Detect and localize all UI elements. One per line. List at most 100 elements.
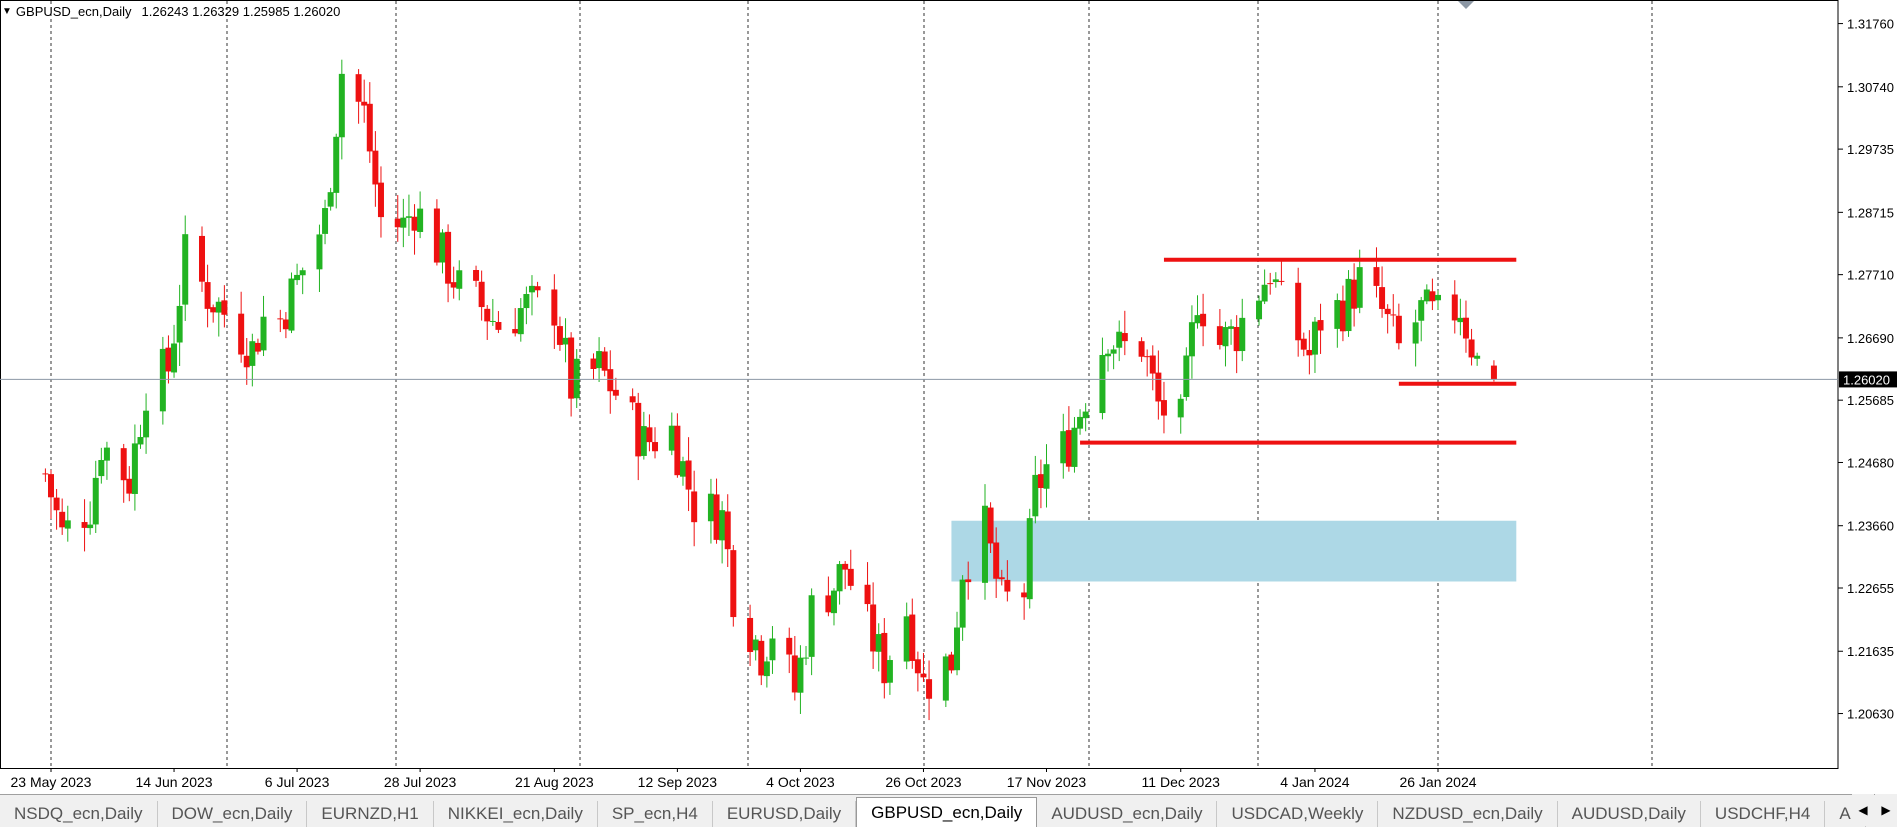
bull-candle: [64, 520, 71, 529]
bear-candle: [1490, 365, 1497, 380]
bear-candle: [724, 511, 731, 550]
bear-candle: [1155, 372, 1162, 402]
bear-candle: [758, 640, 765, 676]
date-label: 12 Sep 2023: [638, 774, 718, 790]
bear-candle: [372, 150, 379, 185]
bull-candle: [1077, 416, 1084, 429]
chart-tab[interactable]: NIKKEI_ecn,Daily: [434, 801, 598, 827]
shift-marker-icon[interactable]: [1458, 1, 1474, 9]
chart-tab[interactable]: GBPUSD_ecn,Daily: [856, 797, 1038, 827]
current-price-label: 1.26020: [1843, 372, 1890, 387]
bear-candle: [730, 550, 737, 618]
bear-candle: [355, 74, 362, 102]
bull-candle: [1099, 354, 1106, 414]
bull-candle: [523, 294, 530, 309]
bull-candle: [1043, 464, 1050, 489]
chart-tab[interactable]: NZDUSD_ecn,Daily: [1378, 801, 1558, 827]
chart-area[interactable]: 1.31760 1.30740 1.29735 1.28715 1.27710 1.266…: [0, 0, 1897, 794]
bull-candle: [260, 316, 267, 351]
bull-candle: [830, 590, 837, 614]
bear-candle: [1216, 326, 1223, 345]
current-price-tag: [1839, 371, 1897, 388]
bull-candle: [573, 358, 580, 399]
bear-candle: [1384, 308, 1391, 315]
bear-candle: [484, 308, 491, 322]
date-label: 4 Oct 2023: [766, 774, 835, 790]
bear-candle: [914, 659, 921, 674]
bull-candle: [1060, 431, 1067, 464]
chevron-right-icon[interactable]: ▶: [1875, 794, 1897, 826]
chart-tab[interactable]: AUDUSD_ecn,Daily: [1037, 801, 1218, 827]
bull-candle: [836, 564, 843, 592]
bull-candle: [1222, 327, 1229, 347]
bear-candle: [1306, 349, 1313, 356]
bull-candle: [1082, 411, 1089, 419]
chart-frame: [0, 0, 1839, 769]
date-label: 6 Jul 2023: [265, 774, 330, 790]
bear-candle: [1138, 341, 1145, 357]
bear-candle: [825, 595, 832, 613]
bear-candle: [1233, 326, 1240, 352]
bull-candle: [803, 657, 810, 659]
price-chart[interactable]: 1.31760 1.30740 1.29735 1.28715 1.27710 1.266…: [0, 0, 1897, 794]
bull-candle: [1261, 284, 1268, 302]
bear-candle: [1267, 283, 1274, 285]
bear-candle: [864, 584, 871, 605]
bear-candle: [282, 319, 289, 330]
bull-candle: [215, 301, 222, 313]
bear-candle: [199, 235, 206, 282]
date-label: 17 Nov 2023: [1007, 774, 1087, 790]
bear-candle: [1149, 355, 1156, 374]
chart-tab[interactable]: EURUSD,Daily: [713, 801, 857, 827]
bull-candle: [182, 234, 189, 305]
bear-candle: [445, 231, 452, 284]
bull-candle: [456, 270, 463, 289]
bear-candle: [243, 355, 250, 368]
chart-tab[interactable]: EURNZD,H1: [307, 801, 434, 827]
bear-candle: [1339, 300, 1346, 332]
bear-candle: [1037, 474, 1044, 488]
bull-candle: [1032, 474, 1039, 517]
date-label: 11 Dec 2023: [1142, 774, 1221, 790]
bull-candle: [719, 510, 726, 541]
bear-candle: [1451, 294, 1458, 321]
demand-zone[interactable]: [951, 520, 1517, 582]
bull-candle: [1334, 300, 1341, 329]
chart-tab[interactable]: USDCAD,Weekly: [1217, 801, 1379, 827]
bull-candle: [517, 308, 524, 335]
price-label: 1.27710: [1847, 268, 1894, 283]
bull-candle: [137, 437, 144, 445]
chart-tab[interactable]: USDCHF,H4: [1701, 801, 1826, 827]
chart-tab[interactable]: AUDUSD,Daily: [1558, 801, 1701, 827]
chevron-left-icon[interactable]: ◀: [1852, 794, 1874, 826]
bull-candle: [1256, 300, 1263, 320]
bull-candle: [159, 348, 166, 412]
bear-candle: [1395, 315, 1402, 344]
price-label: 1.28715: [1847, 205, 1894, 220]
bull-candle: [903, 616, 910, 662]
chart-info-bar: ▼ GBPUSD_ecn,Daily 1.26243 1.26329 1.259…: [2, 4, 340, 19]
bear-candle: [926, 679, 933, 699]
bull-candle: [886, 660, 893, 683]
bear-candle: [993, 542, 1000, 579]
bear-candle: [254, 342, 261, 352]
bull-candle: [316, 234, 323, 270]
bear-candle: [629, 396, 636, 403]
price-label: 1.22655: [1847, 581, 1894, 596]
bull-candle: [1071, 427, 1078, 467]
bull-candle: [1345, 278, 1352, 332]
chart-tab[interactable]: DOW_ecn,Daily: [158, 801, 308, 827]
chart-tab[interactable]: NSDQ_ecn,Daily: [0, 801, 158, 827]
bull-candle: [131, 443, 138, 494]
bear-candle: [495, 321, 502, 330]
bear-candle: [612, 389, 619, 396]
bear-candle: [1200, 313, 1207, 327]
bull-candle: [1105, 353, 1112, 357]
date-label: 4 Jan 2024: [1280, 774, 1349, 790]
price-label: 1.20630: [1847, 707, 1894, 722]
bull-candle: [1194, 315, 1201, 324]
bull-candle: [1272, 279, 1279, 283]
triangle-down-icon[interactable]: ▼: [2, 6, 12, 17]
bear-candle: [1278, 280, 1285, 282]
chart-tab[interactable]: SP_ecn,H4: [598, 801, 713, 827]
